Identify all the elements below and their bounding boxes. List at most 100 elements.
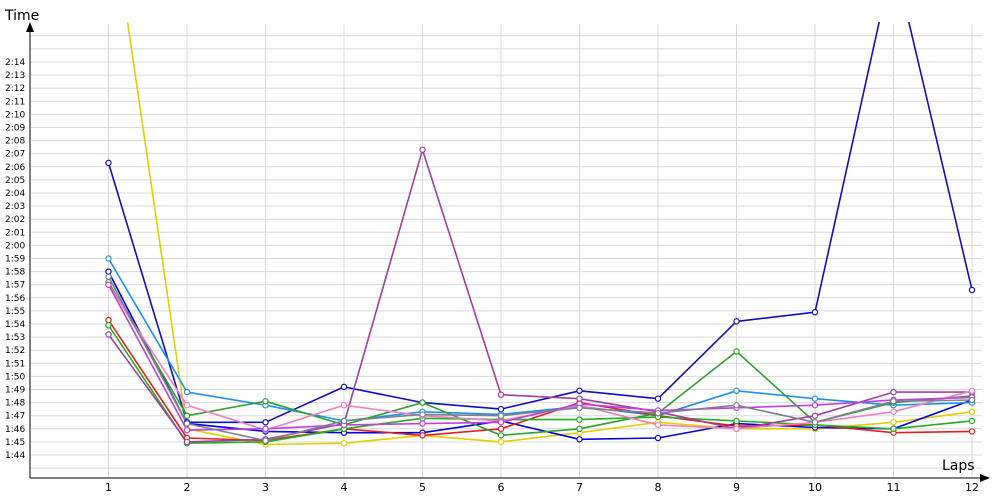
x-tick-labels: 1 2 3 4 5 6 7 8 9 10 11 12 [105,481,979,494]
y-tick-label: 1:44 [5,451,25,461]
y-tick-label: 1:53 [5,333,25,343]
series-line-8 [107,149,972,443]
y-tick-label: 2:10 [5,110,25,120]
y-tick-label: 1:45 [5,438,25,448]
data-point [654,409,662,417]
data-point [576,425,583,432]
x-tick-label: 3 [262,481,269,494]
data-point [497,412,505,419]
data-point [576,416,583,423]
y-tick-label: 2:11 [5,97,25,107]
data-point [183,426,191,434]
data-point [105,255,112,262]
data-point [576,436,583,443]
x-tick-label: 9 [733,481,740,494]
data-point [811,419,819,426]
series-line-1 [126,22,973,446]
data-point [968,408,976,415]
y-tick-label: 2:03 [5,202,25,212]
y-axis-title: Time [4,8,39,24]
y-tick-label: 1:56 [5,294,25,304]
data-point [733,417,740,425]
x-axis-arrow [980,474,990,482]
series-line-10 [107,284,973,431]
data-point [497,432,505,439]
data-point [733,318,740,325]
y-tick-label: 2:05 [5,176,25,186]
series-lines [105,22,976,448]
y-tick-label: 1:50 [5,372,25,382]
data-point [340,440,348,447]
data-point [262,398,269,405]
y-tick-label: 1:55 [5,307,25,317]
data-point [654,395,662,402]
data-point [497,419,505,426]
series-line-11 [107,276,973,442]
data-point [497,405,505,413]
x-tick-label: 7 [576,481,583,494]
x-tick-label: 4 [341,481,348,494]
x-tick-label: 6 [498,481,505,494]
data-point [497,391,505,398]
data-point [419,411,426,418]
gridlines [31,24,982,478]
data-point [105,281,112,288]
data-point [262,419,269,426]
y-tick-label: 2:08 [5,137,25,147]
data-point [183,438,191,446]
data-point [183,388,191,396]
data-point [497,425,505,432]
series-line-9 [107,284,973,431]
y-tick-label: 2:09 [5,124,25,134]
data-point [811,402,819,409]
axes: Time Laps [4,8,990,482]
data-point [811,309,819,316]
data-point [811,412,819,419]
data-point [262,425,269,432]
data-point [968,396,976,404]
y-tick-label: 2:04 [5,189,25,199]
y-axis-arrow [26,22,34,32]
y-tick-label: 2:12 [5,84,25,94]
y-tick-label: 2:06 [5,163,25,173]
data-point [340,417,348,425]
x-tick-label: 11 [887,481,901,494]
y-tick-label: 2:02 [5,215,25,225]
data-point [890,408,897,415]
data-point [968,428,976,435]
data-point [733,348,740,355]
data-point [733,387,740,395]
y-tick-label: 1:52 [5,346,25,356]
y-tick-label: 2:13 [5,71,25,81]
x-tick-label: 5 [419,481,426,494]
data-point [183,412,191,419]
y-tick-label: 1:59 [5,255,25,265]
data-point [576,387,583,395]
data-point [183,420,191,427]
data-point [340,383,348,391]
data-point [105,268,112,275]
data-point [890,398,897,405]
data-point [968,387,976,395]
y-tick-label: 2:01 [5,228,25,238]
y-tick-label: 1:47 [5,412,25,422]
data-point [105,159,112,167]
data-point [890,419,897,426]
y-tick-labels: 1:44 1:45 1:46 1:47 1:48 1:49 1:50 1:51 1:52 1:53… [5,58,25,461]
data-point [654,421,662,429]
data-point [105,322,112,329]
x-tick-label: 8 [655,481,662,494]
series-line-2 [107,22,973,424]
y-tick-label: 2:14 [5,58,25,68]
x-tick-label: 12 [965,481,979,494]
y-tick-label: 1:58 [5,268,25,278]
data-point [419,420,426,427]
data-point [654,434,662,442]
y-tick-label: 1:48 [5,399,25,409]
data-point [105,316,112,324]
y-tick-label: 2:00 [5,241,25,251]
x-tick-label: 10 [808,481,822,494]
data-point [968,417,976,425]
data-point [890,388,897,396]
